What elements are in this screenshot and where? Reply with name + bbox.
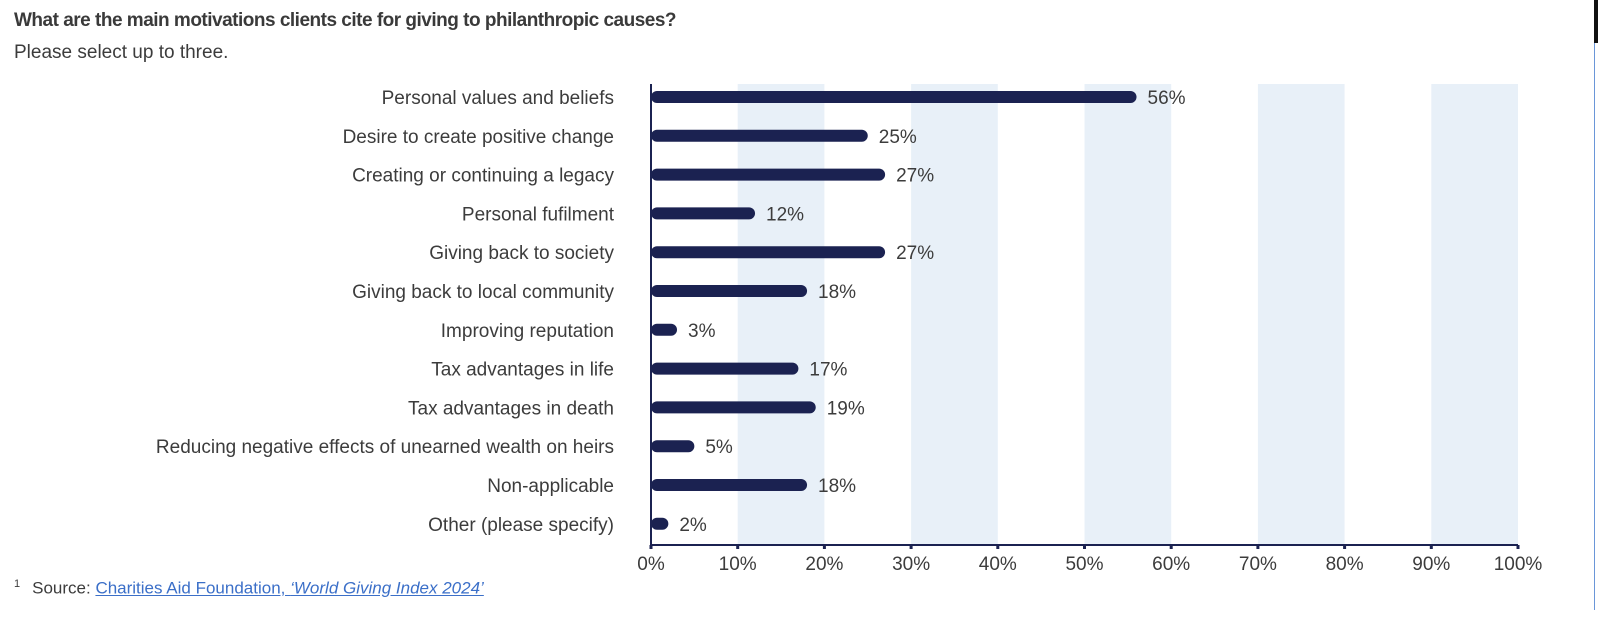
bar xyxy=(651,91,1137,103)
bar xyxy=(651,401,816,414)
source-link[interactable]: Charities Aid Foundation, ‘World Giving … xyxy=(95,579,483,598)
bar xyxy=(651,246,886,259)
bar xyxy=(651,479,808,491)
source-link-title: ‘World Giving Index 2024’ xyxy=(290,578,484,598)
data-label: 12% xyxy=(766,204,804,225)
grid-band xyxy=(1257,84,1345,545)
category-label: Giving back to local community xyxy=(352,282,614,303)
data-label: 18% xyxy=(818,476,856,497)
x-tick-label: 10% xyxy=(719,554,757,575)
x-tick-label: 100% xyxy=(1494,554,1543,575)
bar xyxy=(651,207,756,220)
x-tick-label: 70% xyxy=(1239,554,1277,575)
chart-subtitle: Please select up to three. xyxy=(14,42,229,63)
x-tick-label: 20% xyxy=(805,554,843,575)
bar xyxy=(651,129,868,142)
data-label: 17% xyxy=(809,360,847,381)
x-tick-label: 60% xyxy=(1152,554,1190,575)
category-label: Giving back to society xyxy=(429,243,614,264)
bar xyxy=(651,517,669,530)
category-label: Non-applicable xyxy=(487,476,614,497)
footnote: 1 Source: Charities Aid Foundation, ‘Worl… xyxy=(14,578,484,599)
bar xyxy=(651,285,808,297)
data-label: 2% xyxy=(679,515,707,536)
category-label: Creating or continuing a legacy xyxy=(352,166,614,187)
chart-title: What are the main motivations clients ci… xyxy=(14,10,677,31)
x-tick-label: 50% xyxy=(1065,554,1103,575)
grid-band xyxy=(737,84,825,545)
bar xyxy=(651,323,678,336)
category-label: Personal values and beliefs xyxy=(382,88,614,109)
source-link-text: Charities Aid Foundation, xyxy=(95,578,291,598)
bar xyxy=(651,168,886,181)
grid-band xyxy=(911,84,998,545)
grid-band xyxy=(1431,84,1518,545)
data-label: 19% xyxy=(827,398,865,419)
data-label: 25% xyxy=(879,127,917,148)
data-label: 27% xyxy=(896,243,934,264)
x-tick-label: 0% xyxy=(637,554,665,575)
x-tick-label: 30% xyxy=(892,554,930,575)
category-label: Desire to create positive change xyxy=(343,127,614,148)
data-label: 3% xyxy=(688,321,716,342)
footnote-marker: 1 xyxy=(14,578,21,590)
footnote-prefix: Source: xyxy=(32,578,96,598)
category-label: Reducing negative effects of unearned we… xyxy=(156,437,614,458)
data-label: 56% xyxy=(1148,88,1186,109)
data-label: 18% xyxy=(818,282,856,303)
category-label: Improving reputation xyxy=(441,321,614,342)
x-tick-label: 80% xyxy=(1326,554,1364,575)
data-label: 5% xyxy=(705,437,733,458)
data-label: 27% xyxy=(896,166,934,187)
grid-band xyxy=(1084,84,1172,545)
side-panel-edge xyxy=(1594,43,1598,610)
category-label: Tax advantages in life xyxy=(431,360,614,381)
bar xyxy=(651,362,799,375)
window-edge xyxy=(1594,0,1598,43)
x-tick-label: 90% xyxy=(1412,554,1450,575)
x-tick-label: 40% xyxy=(979,554,1017,575)
bar xyxy=(651,440,695,453)
category-label: Personal fufilment xyxy=(462,204,615,225)
category-label: Tax advantages in death xyxy=(408,398,614,419)
category-label: Other (please specify) xyxy=(428,515,614,536)
